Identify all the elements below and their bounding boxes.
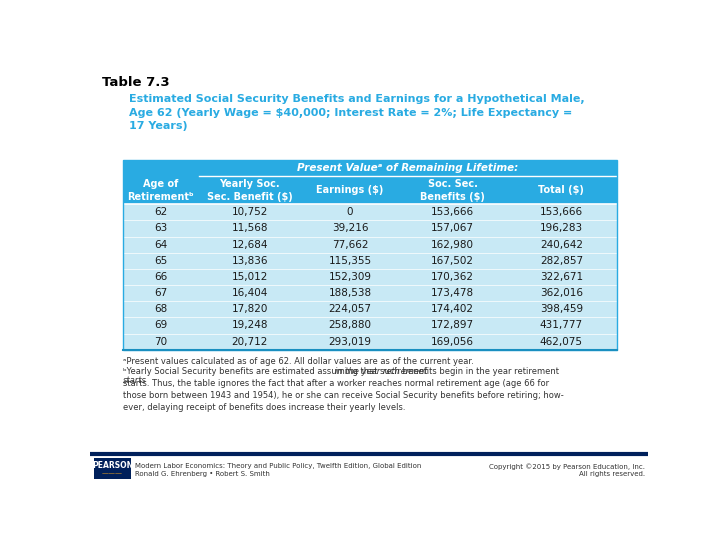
Text: 62: 62 xyxy=(154,207,168,217)
Text: 77,662: 77,662 xyxy=(332,240,368,249)
Text: 172,897: 172,897 xyxy=(431,320,474,330)
Text: 282,857: 282,857 xyxy=(540,256,583,266)
Text: 258,880: 258,880 xyxy=(328,320,372,330)
Text: 115,355: 115,355 xyxy=(328,256,372,266)
Text: 0: 0 xyxy=(347,207,354,217)
Text: 167,502: 167,502 xyxy=(431,256,474,266)
Text: 69: 69 xyxy=(154,320,168,330)
Text: 173,478: 173,478 xyxy=(431,288,474,298)
Text: 157,067: 157,067 xyxy=(431,224,474,233)
Text: 174,402: 174,402 xyxy=(431,304,474,314)
Text: 16,404: 16,404 xyxy=(232,288,268,298)
Text: Earnings ($): Earnings ($) xyxy=(316,185,384,195)
Text: 63: 63 xyxy=(154,224,168,233)
Text: Table 7.3: Table 7.3 xyxy=(102,76,170,89)
Text: 188,538: 188,538 xyxy=(328,288,372,298)
Text: 431,777: 431,777 xyxy=(540,320,583,330)
Text: 152,309: 152,309 xyxy=(328,272,372,282)
Text: 19,248: 19,248 xyxy=(232,320,268,330)
Text: Copyright ©2015 by Pearson Education, Inc.: Copyright ©2015 by Pearson Education, In… xyxy=(489,463,645,470)
Text: 240,642: 240,642 xyxy=(540,240,583,249)
Bar xyxy=(122,159,617,350)
Text: starts: starts xyxy=(122,375,146,384)
Bar xyxy=(122,159,617,204)
Text: 224,057: 224,057 xyxy=(328,304,372,314)
Text: 398,459: 398,459 xyxy=(540,304,583,314)
Text: 17,820: 17,820 xyxy=(232,304,268,314)
Text: 12,684: 12,684 xyxy=(232,240,268,249)
Text: 162,980: 162,980 xyxy=(431,240,474,249)
Text: 39,216: 39,216 xyxy=(332,224,368,233)
Text: Yearly Soc.
Sec. Benefit ($): Yearly Soc. Sec. Benefit ($) xyxy=(207,179,293,201)
Text: 11,568: 11,568 xyxy=(232,224,268,233)
Text: 68: 68 xyxy=(154,304,168,314)
Text: 169,056: 169,056 xyxy=(431,336,474,347)
Text: PEARSON: PEARSON xyxy=(92,461,133,470)
Bar xyxy=(94,457,131,479)
Text: in the year retirement: in the year retirement xyxy=(335,367,427,376)
Text: 67: 67 xyxy=(154,288,168,298)
Text: Ronald G. Ehrenberg • Robert S. Smith: Ronald G. Ehrenberg • Robert S. Smith xyxy=(135,470,270,477)
Text: 362,016: 362,016 xyxy=(540,288,583,298)
Text: 20,712: 20,712 xyxy=(232,336,268,347)
Text: 153,666: 153,666 xyxy=(431,207,474,217)
Text: 66: 66 xyxy=(154,272,168,282)
Text: Age of
Retirementᵇ: Age of Retirementᵇ xyxy=(127,179,194,201)
Text: 10,752: 10,752 xyxy=(232,207,268,217)
Text: Present Valueᵃ of Remaining Lifetime:: Present Valueᵃ of Remaining Lifetime: xyxy=(297,163,518,173)
Text: Soc. Sec.
Benefits ($): Soc. Sec. Benefits ($) xyxy=(420,179,485,201)
Text: All rights reserved.: All rights reserved. xyxy=(579,470,645,477)
Text: Estimated Social Security Benefits and Earnings for a Hypothetical Male,
Age 62 : Estimated Social Security Benefits and E… xyxy=(129,94,585,131)
Text: 15,012: 15,012 xyxy=(232,272,268,282)
Text: 70: 70 xyxy=(154,336,168,347)
Text: 64: 64 xyxy=(154,240,168,249)
Text: 462,075: 462,075 xyxy=(540,336,583,347)
Text: 293,019: 293,019 xyxy=(328,336,372,347)
Text: ᵃPresent values calculated as of age 62. All dollar values are as of the current: ᵃPresent values calculated as of age 62.… xyxy=(122,356,473,366)
Text: 65: 65 xyxy=(154,256,168,266)
Text: 153,666: 153,666 xyxy=(540,207,583,217)
Text: 170,362: 170,362 xyxy=(431,272,474,282)
Bar xyxy=(122,159,617,350)
Text: ᵇYearly Social Security benefits are estimated assuming that such benefits begin: ᵇYearly Social Security benefits are est… xyxy=(122,367,563,412)
Text: Total ($): Total ($) xyxy=(539,185,585,195)
Text: 13,836: 13,836 xyxy=(232,256,268,266)
Text: ———: ——— xyxy=(102,470,123,476)
Text: 196,283: 196,283 xyxy=(540,224,583,233)
Text: 322,671: 322,671 xyxy=(540,272,583,282)
Text: Modern Labor Economics: Theory and Public Policy, Twelfth Edition, Global Editio: Modern Labor Economics: Theory and Publi… xyxy=(135,463,421,469)
